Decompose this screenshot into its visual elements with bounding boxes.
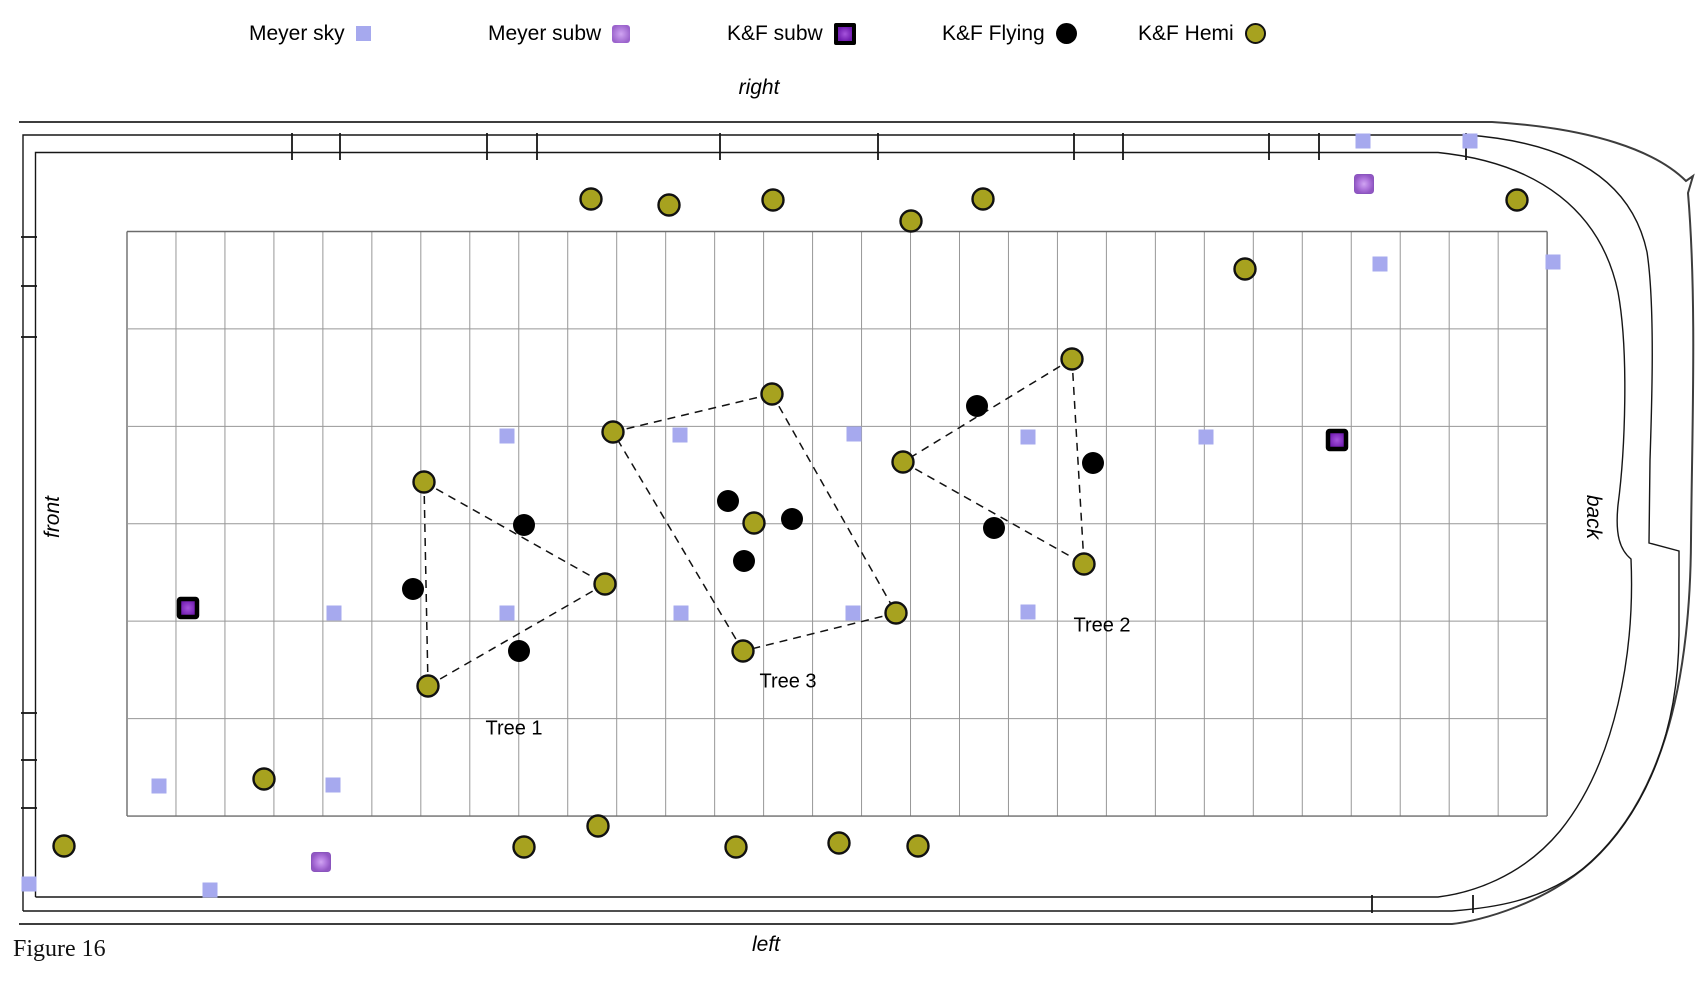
tree-edge <box>902 358 1073 463</box>
kf-hemi-marker <box>906 834 930 858</box>
meyer-sky-marker <box>1355 133 1371 149</box>
tree-edge <box>427 583 606 687</box>
meyer-subw-legend-icon <box>612 24 631 43</box>
kf-hemi-marker <box>412 470 436 494</box>
kf-hemi-marker <box>827 831 851 855</box>
legend-label: K&F subw <box>727 21 823 45</box>
kf-subw-legend-icon <box>833 22 856 45</box>
tree-edge <box>612 431 744 652</box>
kf-flying-marker <box>733 550 755 572</box>
tree-1-label: Tree 1 <box>485 717 543 740</box>
meyer-sky-marker <box>1462 133 1478 149</box>
kf-hemi-marker <box>884 601 908 625</box>
meyer-sky-marker <box>1020 429 1036 445</box>
kf-hemi-marker <box>252 767 276 791</box>
kf-hemi-marker <box>593 572 617 596</box>
kf-hemi-marker <box>52 834 76 858</box>
kf-flying-legend-icon <box>1055 23 1077 44</box>
speaker-markers <box>21 133 1561 898</box>
meyer-sky-marker <box>845 605 861 621</box>
meyer-sky-marker <box>325 777 341 793</box>
meyer-sky-legend-icon <box>355 26 371 41</box>
tree-edge <box>423 481 429 687</box>
legend-label: Meyer subw <box>488 21 602 45</box>
kf-hemi-marker <box>512 835 536 859</box>
meyer-sky-marker <box>1545 254 1561 270</box>
legend-label: K&F Flying <box>942 21 1045 45</box>
meyer-sky-marker <box>1372 256 1388 272</box>
figure-caption: Figure 16 <box>13 936 106 962</box>
kf-hemi-marker <box>731 639 755 663</box>
meyer-sky-marker <box>21 876 37 892</box>
kf-hemi-marker <box>1060 347 1084 371</box>
kf-subw-marker <box>1325 428 1349 452</box>
room-outline <box>19 121 1695 925</box>
outer-boundary-line <box>19 121 1695 925</box>
kf-hemi-legend-icon <box>1244 23 1266 44</box>
kf-hemi-marker <box>891 450 915 474</box>
kf-hemi-marker <box>760 382 784 406</box>
meyer-sky-marker <box>326 605 342 621</box>
kf-flying-marker <box>781 508 803 530</box>
kf-hemi-marker <box>1505 188 1529 212</box>
meyer-subw-marker <box>311 852 331 872</box>
meyer-sky-marker <box>672 427 688 443</box>
kf-hemi-marker <box>899 209 923 233</box>
legend-label: K&F Hemi <box>1138 21 1234 45</box>
tree-edge <box>771 393 897 614</box>
kf-flying-marker <box>1082 452 1104 474</box>
legend-item-kf-hemi: K&F Hemi <box>1138 20 1266 47</box>
meyer-sky-marker <box>151 778 167 794</box>
legend-item-kf-subw: K&F subw <box>727 20 856 47</box>
kf-flying-marker <box>717 490 739 512</box>
tree-edge <box>1071 358 1085 565</box>
legend-item-meyer-subw: Meyer subw <box>488 20 631 47</box>
meyer-sky-marker <box>499 605 515 621</box>
kf-hemi-marker <box>657 193 681 217</box>
kf-hemi-marker <box>579 187 603 211</box>
kf-flying-marker <box>402 578 424 600</box>
kf-hemi-marker <box>724 835 748 859</box>
kf-flying-marker <box>513 514 535 536</box>
kf-flying-marker <box>966 395 988 417</box>
tree-dashed-lines <box>423 358 1085 687</box>
legend-item-meyer-sky: Meyer sky <box>249 20 371 47</box>
orientation-label-left: left <box>751 933 781 956</box>
kf-flying-marker <box>508 640 530 662</box>
kf-hemi-marker <box>1233 257 1257 281</box>
kf-hemi-marker <box>416 674 440 698</box>
meyer-sky-marker <box>1020 604 1036 620</box>
tree-edge <box>423 481 606 585</box>
kf-hemi-marker <box>1072 552 1096 576</box>
tree-edge <box>902 461 1085 565</box>
meyer-sky-marker <box>1198 429 1214 445</box>
tree-edge <box>742 612 897 652</box>
orientation-label-right: right <box>738 76 780 99</box>
kf-hemi-marker <box>586 814 610 838</box>
wall-inner-line <box>34 151 1633 898</box>
wall-outer-line <box>22 134 1680 912</box>
kf-subw-marker <box>176 596 200 620</box>
meyer-sky-marker <box>673 605 689 621</box>
tree-3-label: Tree 3 <box>759 670 817 693</box>
kf-flying-marker <box>983 517 1005 539</box>
orientation-label-front: front <box>41 495 64 539</box>
kf-hemi-marker <box>971 187 995 211</box>
meyer-sky-marker <box>499 428 515 444</box>
meyer-subw-marker <box>1354 174 1374 194</box>
meyer-sky-marker <box>846 426 862 442</box>
legend-label: Meyer sky <box>249 21 345 45</box>
kf-hemi-marker <box>742 511 766 535</box>
orientation-label-back: back <box>1582 494 1605 540</box>
seating-grid <box>126 230 1548 817</box>
kf-hemi-marker <box>761 188 785 212</box>
meyer-sky-marker <box>202 882 218 898</box>
tree-2-label: Tree 2 <box>1073 614 1131 637</box>
legend-item-kf-flying: K&F Flying <box>942 20 1077 47</box>
kf-hemi-marker <box>601 420 625 444</box>
